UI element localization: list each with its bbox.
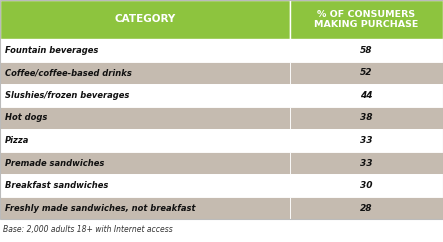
Text: 44: 44 — [360, 91, 373, 100]
Text: Slushies/frozen beverages: Slushies/frozen beverages — [5, 91, 129, 100]
Text: Premade sandwiches: Premade sandwiches — [5, 159, 105, 167]
Bar — [290, 152, 443, 174]
Bar — [290, 39, 443, 61]
Bar — [290, 84, 443, 107]
Text: 38: 38 — [360, 113, 373, 122]
Bar — [290, 107, 443, 129]
Text: % OF CONSUMERS
MAKING PURCHASE: % OF CONSUMERS MAKING PURCHASE — [315, 10, 419, 29]
Bar — [0, 174, 290, 197]
Text: 33: 33 — [360, 136, 373, 145]
Text: Breakfast sandwiches: Breakfast sandwiches — [5, 181, 109, 190]
Text: 28: 28 — [360, 204, 373, 213]
Text: Hot dogs: Hot dogs — [5, 113, 47, 122]
Text: 33: 33 — [360, 159, 373, 167]
Text: 30: 30 — [360, 181, 373, 190]
Text: Base: 2,000 adults 18+ with Internet access: Base: 2,000 adults 18+ with Internet acc… — [3, 225, 173, 234]
Text: Pizza: Pizza — [5, 136, 29, 145]
Bar — [0, 197, 290, 219]
Bar — [290, 129, 443, 152]
Bar — [290, 61, 443, 84]
Bar — [290, 174, 443, 197]
Bar — [0, 107, 290, 129]
Text: Coffee/coffee-based drinks: Coffee/coffee-based drinks — [5, 68, 132, 77]
Bar — [0, 129, 290, 152]
Bar — [290, 197, 443, 219]
Text: CATEGORY: CATEGORY — [114, 15, 175, 24]
Text: Fountain beverages: Fountain beverages — [5, 46, 98, 55]
Bar — [290, 0, 443, 39]
Bar — [0, 61, 290, 84]
Bar — [0, 0, 290, 39]
Bar — [0, 39, 290, 61]
Text: 52: 52 — [360, 68, 373, 77]
Text: 58: 58 — [360, 46, 373, 55]
Bar — [0, 84, 290, 107]
Text: Freshly made sandwiches, not breakfast: Freshly made sandwiches, not breakfast — [5, 204, 195, 213]
Bar — [0, 152, 290, 174]
